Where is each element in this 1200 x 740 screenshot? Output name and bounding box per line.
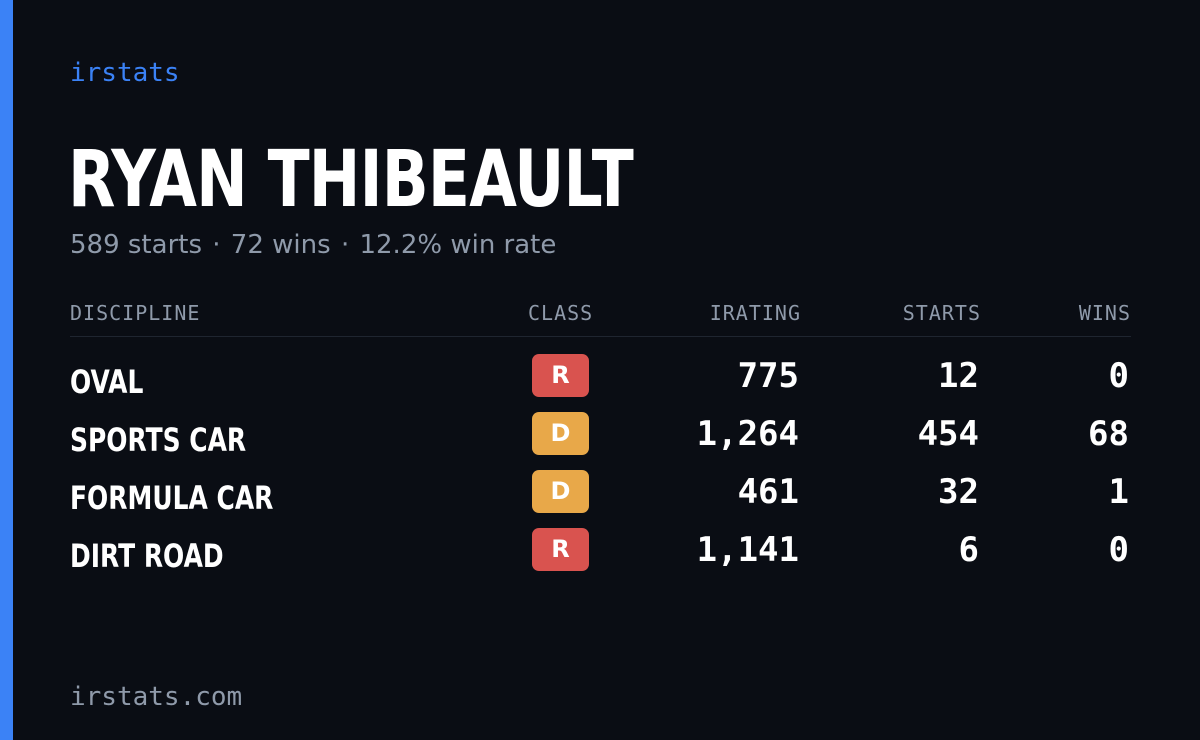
class-badge: R: [532, 528, 589, 571]
discipline-name: OVAL: [70, 363, 144, 401]
accent-bar: [0, 0, 13, 740]
starts-value: 454: [917, 414, 979, 454]
discipline-name: DIRT ROAD: [70, 537, 224, 575]
summary-separator: ·: [340, 230, 350, 260]
table-header: DISCIPLINE CLASS IRATING STARTS WINS: [70, 298, 1131, 337]
summary-separator: ·: [212, 230, 221, 260]
wins-value: 1: [1108, 472, 1129, 512]
header-discipline: DISCIPLINE: [70, 301, 201, 325]
summary-starts: 589 starts: [70, 230, 202, 260]
footer-url: irstats.com: [70, 682, 243, 712]
discipline-name: FORMULA CAR: [70, 479, 274, 517]
header-wins: WINS: [1078, 301, 1131, 325]
table-row: SPORTS CAR D 1,264 454 68: [70, 412, 1131, 470]
summary-wins: 72 wins: [230, 230, 331, 260]
irating-value: 775: [737, 356, 799, 396]
summary-win-rate: 12.2% win rate: [359, 230, 557, 260]
class-badge: R: [532, 354, 589, 397]
discipline-name: SPORTS CAR: [70, 421, 247, 459]
driver-name: RYAN THIBEAULT: [68, 135, 634, 225]
wins-value: 68: [1088, 414, 1129, 454]
class-badge: D: [532, 412, 589, 455]
brand-logo: irstats: [70, 58, 180, 88]
table-row: OVAL R 775 12 0: [70, 354, 1131, 412]
header-starts: STARTS: [902, 301, 981, 325]
starts-value: 6: [958, 530, 979, 570]
wins-value: 0: [1108, 356, 1129, 396]
table-row: FORMULA CAR D 461 32 1: [70, 470, 1131, 528]
header-class: CLASS: [528, 301, 594, 325]
starts-value: 12: [938, 356, 979, 396]
irating-value: 1,141: [696, 530, 799, 570]
starts-value: 32: [938, 472, 979, 512]
table-row: DIRT ROAD R 1,141 6 0: [70, 528, 1131, 586]
wins-value: 0: [1108, 530, 1129, 570]
irating-value: 461: [737, 472, 799, 512]
class-badge: D: [532, 470, 589, 513]
irating-value: 1,264: [696, 414, 799, 454]
header-irating: IRATING: [709, 301, 801, 325]
driver-summary: 589 starts · 72 wins · 12.2% win rate: [70, 228, 556, 262]
